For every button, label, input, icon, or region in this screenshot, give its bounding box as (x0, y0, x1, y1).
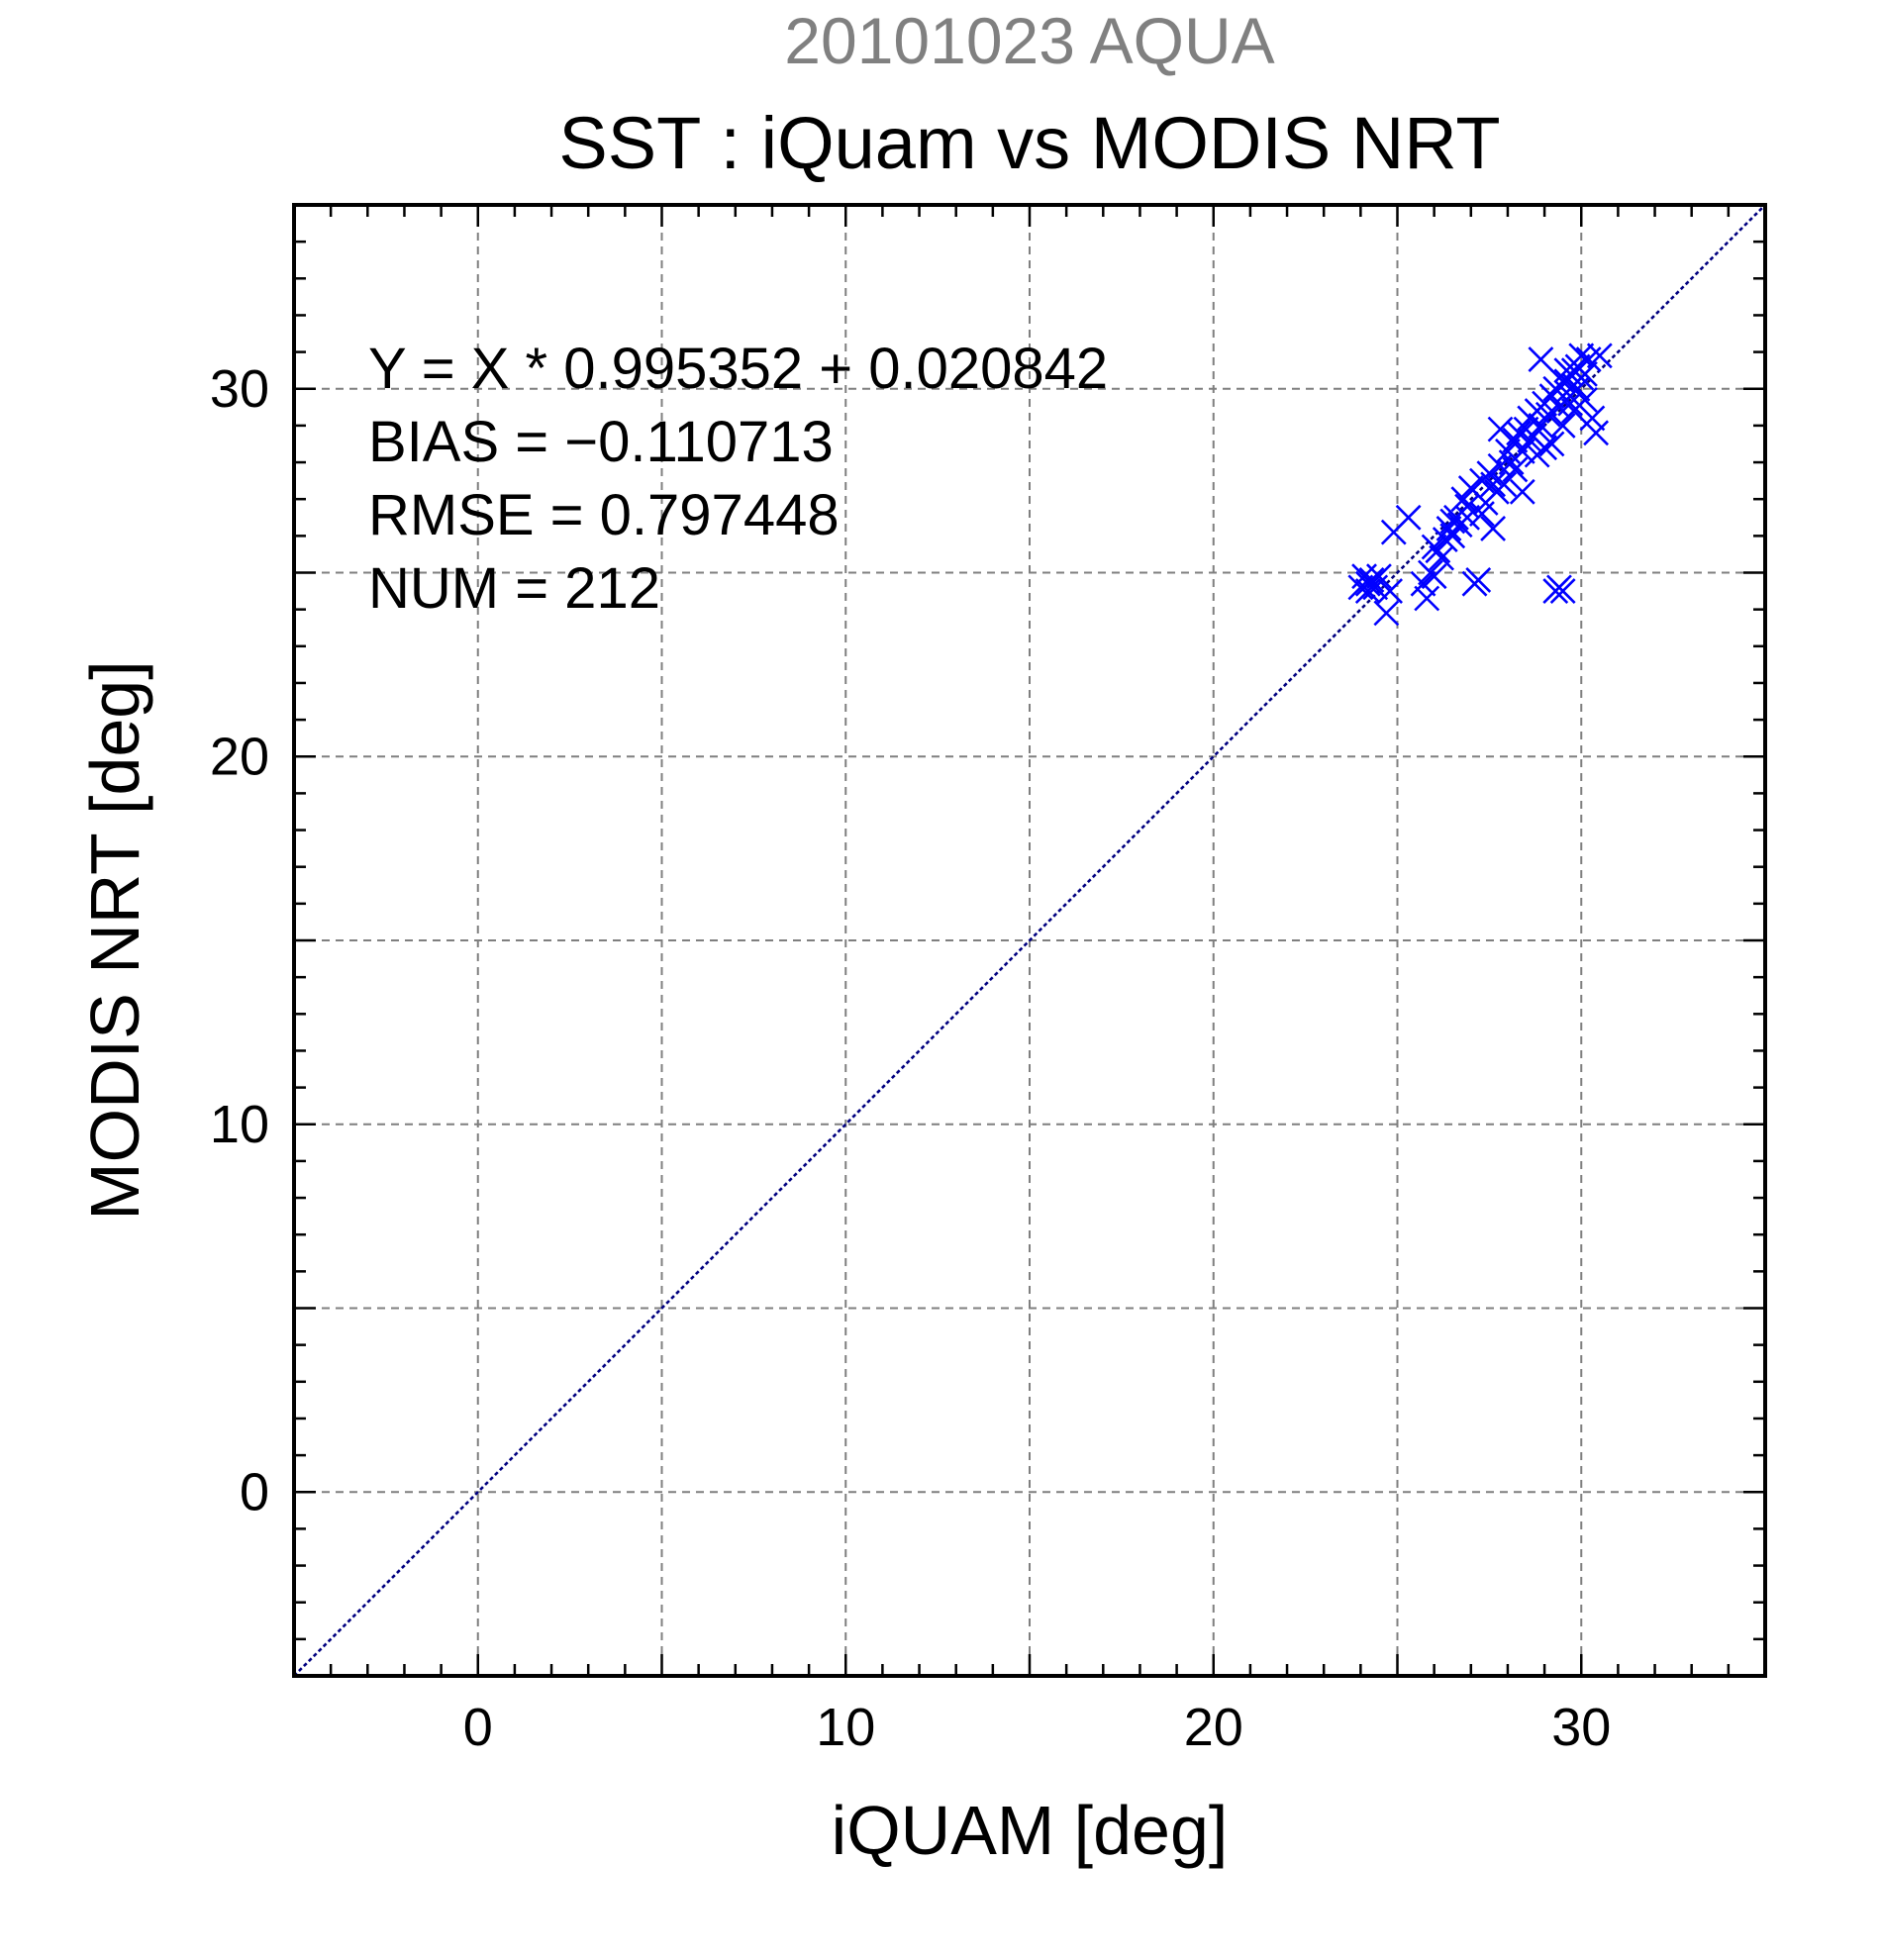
data-point (1502, 456, 1529, 483)
data-point (1414, 585, 1440, 612)
data-point (1528, 346, 1554, 372)
x-tick-label: 30 (1551, 1698, 1611, 1757)
rmse-value: RMSE = 0.797448 (368, 483, 840, 547)
data-point (1557, 390, 1584, 417)
bias-value: BIAS = −0.110713 (368, 410, 834, 474)
plot-frame (292, 203, 1767, 1678)
data-point (1480, 471, 1507, 498)
fit-equation: Y = X * 0.995352 + 0.020842 (368, 337, 1108, 401)
data-point (1579, 405, 1606, 432)
data-point (1572, 360, 1598, 387)
data-point (1509, 438, 1535, 464)
data-point (1377, 578, 1403, 604)
x-tick-labels: 0 10 20 30 (463, 1698, 1612, 1757)
data-point (1549, 412, 1576, 439)
data-point (1410, 570, 1436, 597)
data-point (1517, 427, 1543, 453)
data-point (1465, 567, 1492, 593)
data-point (1538, 431, 1565, 457)
chart-supertitle: 20101023 AQUA (784, 4, 1274, 77)
y-tick-label: 10 (210, 1095, 269, 1154)
data-point (1395, 504, 1422, 531)
y-tick-label: 0 (240, 1462, 269, 1521)
data-point (1560, 398, 1587, 424)
data-point (1491, 471, 1518, 498)
data-point (1421, 563, 1447, 590)
data-point (1421, 534, 1447, 560)
data-point (1454, 504, 1481, 531)
data-point (1354, 570, 1381, 597)
data-point (1553, 368, 1580, 395)
data-point (1509, 478, 1535, 505)
data-point (1373, 600, 1400, 627)
x-tick-label: 20 (1184, 1698, 1243, 1757)
data-points (1347, 343, 1613, 627)
y-tick-label: 20 (210, 727, 269, 786)
y-tick-label: 30 (210, 359, 269, 419)
data-point (1469, 501, 1495, 527)
data-point (1586, 343, 1613, 369)
stats-box: Y = X * 0.995352 + 0.020842 BIAS = −0.11… (368, 337, 1108, 621)
chart-title: SST : iQuam vs MODIS NRT (558, 102, 1500, 184)
data-point (1487, 416, 1514, 442)
x-axis-label: iQUAM [deg] (832, 1792, 1229, 1869)
y-axis-label: MODIS NRT [deg] (76, 660, 153, 1220)
x-tick-label: 0 (463, 1698, 493, 1757)
data-point (1439, 508, 1466, 535)
data-point (1480, 516, 1507, 541)
data-point (1549, 578, 1576, 604)
y-tick-labels: 0 10 20 30 (210, 359, 269, 1522)
num-value: NUM = 212 (368, 556, 660, 621)
data-point (1583, 420, 1610, 446)
x-tick-label: 10 (816, 1698, 875, 1757)
data-point (1366, 563, 1392, 590)
data-point (1524, 441, 1550, 468)
